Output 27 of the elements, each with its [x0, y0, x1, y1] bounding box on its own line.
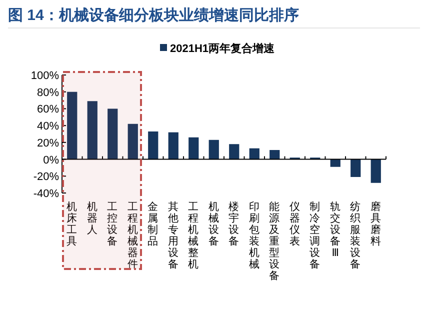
xtick: 工程机械整机	[188, 201, 200, 270]
xtick: 机床工具	[66, 201, 78, 248]
y-tick-label: -20%	[33, 171, 60, 184]
y-tick-label: 20%	[36, 137, 60, 150]
y-tick-label: 0%	[43, 154, 60, 166]
y-tick-label: 60%	[36, 104, 60, 116]
xtick: 仪器仪表	[289, 201, 300, 248]
xtick: 制冷空调设备	[310, 201, 321, 270]
legend-label: 2021H1两年复合增速	[170, 42, 276, 55]
xtick: 工程机械器件	[127, 201, 138, 270]
y-tick-label: -40%	[33, 188, 60, 200]
xtick: 楼宇设备	[228, 201, 240, 248]
xtick: 轨交设备Ⅲ	[330, 201, 341, 259]
legend: 2021H1两年复合增速	[160, 43, 275, 55]
title: 图 14：机械设备细分板块业绩增速同比排序	[8, 7, 299, 24]
xtick: 机械设备	[208, 201, 220, 248]
xtick: 磨具磨料	[370, 201, 382, 248]
xtick: 工控设备	[107, 201, 118, 248]
xtick: 机器人	[86, 201, 98, 236]
xtick: 其他专用设备	[168, 201, 179, 270]
xtick: 印刷包装机械	[248, 201, 260, 270]
y-tick-label: 40%	[36, 120, 60, 133]
xtick: 金属制品	[148, 201, 159, 248]
y-tick-label: 100%	[30, 70, 60, 82]
xtick: 能源及重型设备	[269, 201, 280, 282]
y-tick-label: 80%	[36, 86, 60, 99]
xtick: 纺织服装设备	[350, 201, 362, 270]
